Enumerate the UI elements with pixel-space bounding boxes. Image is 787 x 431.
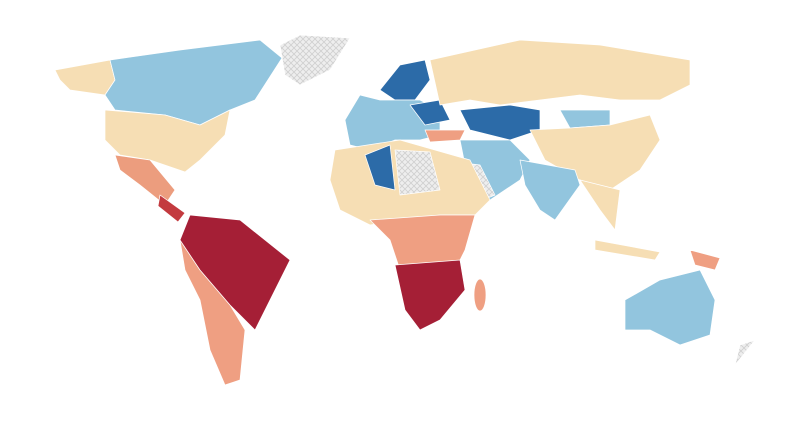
greenland	[279, 34, 351, 86]
asia	[424, 39, 721, 271]
sahara	[394, 149, 441, 196]
alaska	[54, 59, 116, 96]
kazakhstan	[459, 104, 541, 141]
south-america	[179, 214, 291, 386]
central-america	[157, 194, 186, 223]
india	[519, 159, 581, 221]
southeast-asia	[579, 179, 621, 231]
new-zealand	[734, 339, 756, 366]
australia	[624, 269, 716, 346]
brazil-region	[179, 214, 291, 331]
east-europe	[409, 99, 451, 126]
madagascar	[473, 278, 487, 312]
africa	[329, 139, 491, 331]
north-america	[54, 34, 351, 223]
europe	[344, 59, 451, 151]
scandinavia	[379, 59, 431, 101]
new-guinea	[689, 249, 721, 271]
algeria	[364, 144, 396, 191]
russia	[429, 39, 691, 106]
turkey	[424, 129, 466, 143]
usa	[104, 109, 231, 173]
oceania	[624, 269, 756, 366]
indonesia	[594, 239, 661, 261]
southern-africa	[394, 259, 466, 331]
